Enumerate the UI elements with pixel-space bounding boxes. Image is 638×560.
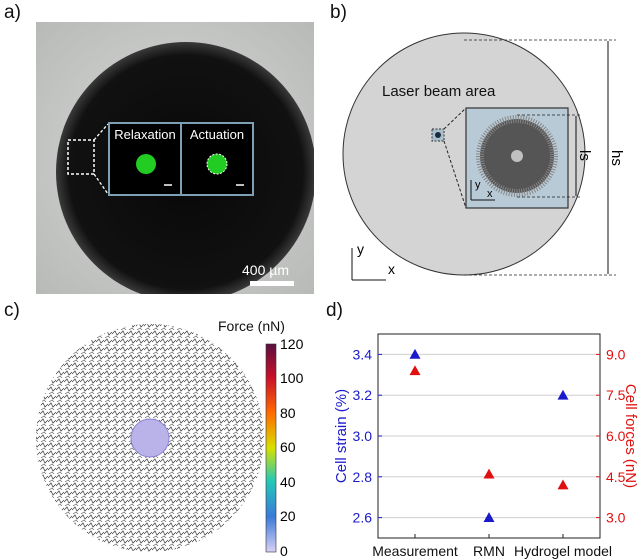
colorbar-ticks: 120 100 80 60 40 20 0 [280, 338, 304, 559]
right-tick-label: 4.5 [606, 469, 626, 485]
data-point-triangle [409, 365, 421, 376]
inset-relaxation: Relaxation [108, 122, 182, 196]
panel-label-a: a) [4, 2, 21, 23]
relaxation-cell [136, 154, 172, 186]
data-point-triangle [483, 512, 495, 522]
strain-force-chart: 3.4 3.2 3.0 2.8 2.6 9.0 7.5 6.0 4.5 3.0 Measurem… [333, 333, 638, 559]
data-point-triangle [409, 348, 421, 359]
panel-label-d: d) [326, 300, 343, 321]
colorbar-tick: 80 [280, 405, 296, 421]
axis-x-label: x [388, 261, 395, 277]
zoom-axis-y: y [475, 179, 481, 191]
laser-beam-label: Laser beam area [382, 83, 496, 100]
left-axis: 3.4 3.2 3.0 2.8 2.6 [353, 346, 382, 526]
colorbar-tick: 0 [280, 543, 288, 559]
left-tick-label: 2.8 [353, 469, 373, 485]
actuation-cell [206, 153, 244, 186]
x-tick-label: RMN [473, 543, 505, 559]
data-markers [409, 348, 569, 522]
left-axis-label: Cell strain (%) [333, 389, 350, 483]
left-tick-label: 3.2 [353, 387, 373, 403]
colorbar-tick: 20 [280, 508, 296, 524]
right-axis: 9.0 7.5 6.0 4.5 3.0 [596, 346, 626, 526]
cell-inclusion [130, 418, 170, 458]
microscope-image: Relaxation Actuation 400 µm [36, 22, 314, 294]
schematic-diagram: Laser beam area y x ls hs y x [342, 32, 625, 281]
right-tick-label: 9.0 [606, 346, 626, 362]
left-tick-label: 3.0 [353, 428, 373, 444]
zoom-axis-x: x [487, 188, 493, 200]
colorbar-title: Force (nN) [218, 318, 285, 334]
force-map [36, 324, 264, 552]
colorbar-tick: 40 [280, 474, 296, 490]
inset-relaxation-label: Relaxation [114, 127, 176, 142]
data-point-triangle [557, 389, 569, 400]
inset-actuation: Actuation [180, 122, 254, 196]
right-axis-label: Cell forces (nN) [622, 384, 638, 488]
panel-label-b: b) [330, 2, 347, 23]
left-tick-label: 3.4 [353, 346, 373, 362]
scalebar-label: 400 µm [242, 262, 289, 278]
colorbar: 120 100 80 60 40 20 0 [265, 338, 304, 559]
left-tick-label: 2.6 [353, 510, 373, 526]
hs-dimension-label: hs [608, 150, 625, 166]
right-tick-label: 3.0 [606, 510, 626, 526]
x-axis: Measurement RMN Hydrogel model [372, 534, 612, 559]
x-tick-label: Measurement [372, 543, 458, 559]
axis-y-label: y [357, 241, 364, 257]
colorbar-tick: 100 [280, 370, 304, 386]
colorbar-tick: 60 [280, 439, 296, 455]
ls-dimension-label: ls [576, 150, 593, 161]
data-point-triangle [557, 479, 569, 490]
panel-label-c: c) [4, 300, 20, 321]
right-tick-label: 6.0 [606, 428, 626, 444]
x-tick-label: Hydrogel model [514, 543, 612, 559]
inset-actuation-label: Actuation [189, 127, 245, 142]
right-tick-label: 7.5 [606, 387, 626, 403]
gridlines [378, 353, 600, 519]
colorbar-tick: 120 [280, 338, 304, 352]
data-point-triangle [483, 468, 495, 479]
